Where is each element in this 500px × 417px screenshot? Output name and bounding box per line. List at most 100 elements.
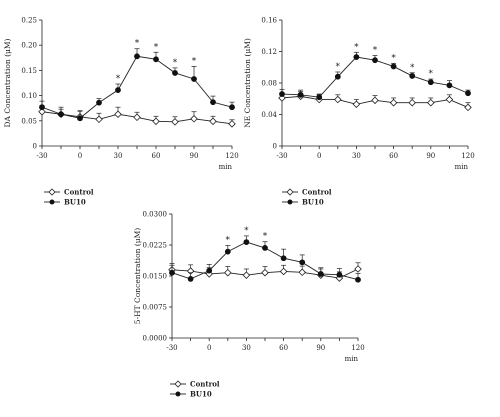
series-line: [41, 55, 233, 119]
x-tick-label: 30: [114, 152, 123, 160]
data-point: [206, 267, 213, 274]
y-tick-label: 0.12: [261, 48, 277, 56]
significance-star: *: [410, 63, 415, 73]
legend-marker-bu10: [175, 391, 181, 397]
data-point: [446, 82, 453, 89]
legend-marker-control: [286, 188, 294, 196]
y-tick-label: 0.25: [21, 17, 37, 25]
significance-star: *: [154, 42, 159, 52]
y-axis-label: 5-HT Concentration (μM): [133, 228, 142, 324]
chart-panel-3: 0.0000 0.0075 0.0150 0.0225 0.0300 -30 0 30 60 90…: [133, 211, 365, 399]
data-point: [96, 99, 102, 106]
data-point: [299, 259, 306, 266]
data-point: [228, 120, 236, 128]
y-tick-label: 0.0300: [143, 211, 168, 219]
y-tick-label: 0.0075: [143, 304, 168, 312]
y-axis-label: NE Concentration (μM): [243, 38, 252, 128]
data-point: [464, 103, 472, 112]
legend-label-control: Control: [64, 188, 94, 197]
y-tick-label: 0: [273, 143, 277, 151]
data-point: [279, 267, 288, 276]
legend-label-control: Control: [190, 380, 220, 389]
data-point: [317, 271, 324, 277]
data-point: [334, 95, 342, 104]
legend-marker-control: [48, 188, 56, 196]
significance-star: *: [373, 45, 378, 55]
significance-star: *: [336, 62, 341, 72]
significance-star: *: [116, 74, 121, 84]
data-point: [242, 271, 251, 279]
data-point: [316, 94, 323, 101]
y-tick-label: 0.10: [21, 92, 37, 100]
data-point: [408, 98, 416, 107]
x-tick-label: 120: [461, 152, 474, 160]
data-point: [409, 73, 416, 79]
data-point: [465, 90, 471, 97]
data-point: [427, 79, 434, 86]
y-tick-label: 0.0225: [143, 242, 168, 250]
data-point: [210, 99, 216, 106]
data-point: [115, 87, 121, 93]
data-point: [352, 100, 361, 109]
y-tick-label: 0.15: [21, 67, 37, 75]
significance-star: *: [354, 42, 359, 52]
significance-star: *: [244, 226, 249, 236]
x-axis-unit: min: [455, 163, 469, 171]
x-tick-label: 0: [317, 152, 321, 160]
data-point: [262, 244, 268, 251]
x-tick-label: 0: [207, 344, 211, 352]
data-point: [298, 268, 306, 277]
y-tick-label: 0.0000: [143, 335, 168, 343]
data-point: [371, 96, 379, 105]
y-tick-label: 0.04: [261, 111, 277, 119]
data-point: [152, 117, 160, 126]
data-point: [243, 239, 250, 246]
data-point: [95, 115, 103, 124]
significance-star: *: [173, 58, 178, 68]
data-point: [114, 110, 122, 119]
y-tick-label: 0: [33, 143, 37, 151]
data-point: [172, 70, 178, 76]
series-bu10: [39, 48, 235, 122]
chart-panel-1: 00.050.100.150.200.25-30 0 30 60 90 120minDA …: [3, 17, 239, 207]
data-point: [353, 54, 360, 60]
data-point: [190, 115, 198, 123]
data-point: [224, 268, 232, 277]
legend-label-bu10: BU10: [302, 198, 324, 207]
legend-marker-bu10: [49, 199, 55, 205]
legend-label-control: Control: [302, 188, 332, 197]
legend-label-bu10: BU10: [190, 390, 212, 399]
data-point: [389, 98, 398, 107]
data-point: [133, 113, 141, 122]
data-point: [169, 269, 175, 276]
data-point: [191, 76, 197, 82]
series-control: [168, 262, 362, 282]
data-point: [224, 248, 231, 255]
x-axis-unit: min: [219, 163, 233, 171]
y-tick-label: 0.08: [261, 80, 277, 88]
x-tick-label: -30: [276, 152, 287, 160]
data-point: [261, 268, 269, 277]
data-point: [445, 95, 454, 104]
series-control: [38, 105, 236, 128]
y-tick-label: 0.05: [21, 117, 37, 125]
significance-star: *: [192, 56, 197, 66]
y-tick-label: 0.16: [261, 17, 277, 25]
series-bu10: [279, 51, 471, 101]
data-point: [134, 53, 140, 60]
data-point: [279, 91, 285, 97]
data-point: [355, 276, 361, 283]
data-point: [209, 117, 217, 126]
x-tick-label: 60: [152, 152, 161, 160]
data-point: [390, 63, 397, 70]
x-tick-label: 30: [242, 344, 251, 352]
data-point: [280, 255, 287, 262]
data-point: [297, 91, 304, 98]
data-point: [278, 94, 286, 102]
significance-star: *: [391, 53, 396, 63]
data-point: [153, 56, 159, 63]
